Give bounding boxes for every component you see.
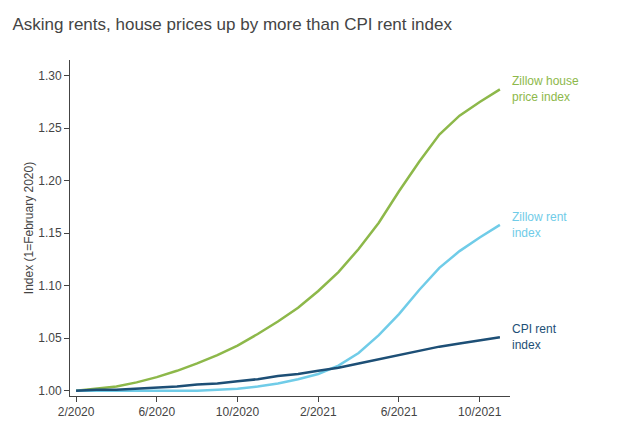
svg-text:Zillow houseprice index: Zillow houseprice index — [512, 74, 579, 104]
svg-text:1.30: 1.30 — [38, 69, 62, 83]
svg-text:CPI rentindex: CPI rentindex — [512, 322, 557, 352]
svg-text:Asking rents, house prices up: Asking rents, house prices up by more th… — [13, 15, 453, 34]
svg-text:Zillow rentindex: Zillow rentindex — [512, 210, 567, 240]
svg-text:6/2020: 6/2020 — [138, 405, 175, 419]
svg-text:2/2021: 2/2021 — [300, 405, 337, 419]
svg-text:1.15: 1.15 — [38, 226, 62, 240]
svg-text:1.05: 1.05 — [38, 331, 62, 345]
svg-text:10/2020: 10/2020 — [216, 405, 260, 419]
svg-text:6/2021: 6/2021 — [381, 405, 418, 419]
svg-text:2/2020: 2/2020 — [58, 405, 95, 419]
svg-text:1.20: 1.20 — [38, 174, 62, 188]
svg-text:10/2021: 10/2021 — [458, 405, 502, 419]
svg-text:1.00: 1.00 — [38, 384, 62, 398]
svg-text:1.25: 1.25 — [38, 121, 62, 135]
svg-text:Index (1=February 2020): Index (1=February 2020) — [22, 162, 36, 294]
svg-text:1.10: 1.10 — [38, 279, 62, 293]
